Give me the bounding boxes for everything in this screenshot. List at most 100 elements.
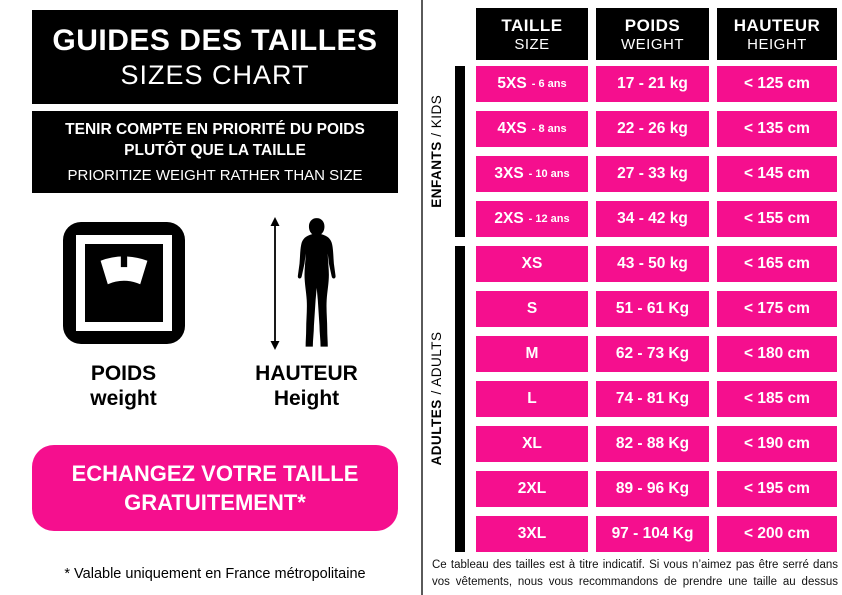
adults-label-en: / ADULTS: [429, 332, 444, 396]
notice-en: PRIORITIZE WEIGHT RATHER THAN SIZE: [67, 166, 363, 184]
weight-label-en: weight: [90, 387, 157, 410]
vertical-divider: [421, 0, 423, 595]
height-cell: < 135 cm: [717, 111, 837, 147]
section-bar-adults: [455, 246, 465, 552]
title-banner: GUIDES DES TAILLES SIZES CHART: [32, 10, 398, 104]
exchange-button-line2: GRATUITEMENT*: [124, 490, 306, 516]
section-label-adults: ADULTES / ADULTS: [424, 246, 449, 552]
weight-cell: 34 - 42 kg: [596, 201, 709, 237]
exchange-button-line1: ECHANGEZ VOTRE TAILLE: [71, 460, 359, 486]
table-disclaimer: Ce tableau des tailles est à titre indic…: [432, 559, 838, 588]
height-figure-column: HAUTEUR Height: [215, 216, 398, 412]
size-cell: 5XS - 6 ans: [476, 66, 588, 102]
left-panel: GUIDES DES TAILLES SIZES CHART TENIR COM…: [32, 10, 398, 582]
person-height-icon: [268, 216, 346, 350]
size-cell: L: [476, 381, 588, 417]
height-cell: < 195 cm: [717, 471, 837, 507]
footnote: * Valable uniquement en France métropoli…: [64, 566, 366, 583]
notice-fr-line1: TENIR COMPTE EN PRIORITÉ DU POIDS: [65, 121, 365, 139]
table-row: 3XL 97 - 104 Kg < 200 cm: [476, 516, 837, 552]
col-header-size: TAILLE SIZE: [476, 8, 588, 60]
height-arrow-icon: [270, 216, 279, 350]
scale-icon-face: [84, 244, 163, 322]
age-label: - 12 ans: [528, 213, 570, 225]
weight-cell: 89 - 96 Kg: [596, 471, 709, 507]
age-label: - 6 ans: [531, 78, 567, 90]
size-cell: 2XS - 12 ans: [476, 201, 588, 237]
table-row: 4XS - 8 ans 22 - 26 kg < 135 cm: [476, 111, 837, 147]
person-height-svg: [270, 216, 336, 350]
col-header-height: HAUTEUR HEIGHT: [717, 8, 837, 60]
kids-rows: 5XS - 6 ans 17 - 21 kg < 125 cm 4XS - 8 an…: [476, 66, 837, 237]
height-cell: < 155 cm: [717, 201, 837, 237]
col-header-weight-fr: POIDS: [624, 15, 681, 35]
scale-icon-frame: [62, 222, 185, 344]
table-row: 2XL 89 - 96 Kg < 195 cm: [476, 471, 837, 507]
height-cell: < 165 cm: [717, 246, 837, 282]
height-cell: < 190 cm: [717, 426, 837, 462]
col-header-height-fr: HAUTEUR: [733, 15, 821, 35]
height-label-fr: HAUTEUR: [255, 362, 358, 385]
height-cell: < 185 cm: [717, 381, 837, 417]
weight-cell: 51 - 61 Kg: [596, 291, 709, 327]
weight-cell: 82 - 88 Kg: [596, 426, 709, 462]
weight-cell: 43 - 50 kg: [596, 246, 709, 282]
figures-row: POIDS weight HAUTEUR Height: [32, 216, 398, 412]
page-title-en: SIZES CHART: [120, 59, 310, 90]
col-header-weight-en: WEIGHT: [621, 35, 684, 53]
height-cell: < 200 cm: [717, 516, 837, 552]
adults-rows: XS 43 - 50 kg < 165 cm S 51 - 61 Kg < 17…: [476, 246, 837, 552]
size-cell: 4XS - 8 ans: [476, 111, 588, 147]
height-cell: < 175 cm: [717, 291, 837, 327]
col-header-size-fr: TAILLE: [501, 15, 563, 35]
size-cell: S: [476, 291, 588, 327]
scale-icon-ring: [75, 235, 172, 331]
adults-label-fr: ADULTES: [429, 399, 444, 466]
table-row: M 62 - 73 Kg < 180 cm: [476, 336, 837, 372]
scale-icon: [62, 216, 185, 350]
notice-fr-line2: PLUTÔT QUE LA TAILLE: [124, 141, 306, 159]
col-header-weight: POIDS WEIGHT: [596, 8, 709, 60]
size-cell: 2XL: [476, 471, 588, 507]
table-row: L 74 - 81 Kg < 185 cm: [476, 381, 837, 417]
size-cell: XS: [476, 246, 588, 282]
table-row: XL 82 - 88 Kg < 190 cm: [476, 426, 837, 462]
size-label: 4XS: [497, 120, 527, 137]
weight-label-fr: POIDS: [90, 362, 157, 385]
age-label: - 8 ans: [531, 123, 567, 135]
weight-cell: 17 - 21 kg: [596, 66, 709, 102]
kids-section: ENFANTS / KIDS 5XS - 6 ans 17 - 21 kg < 1…: [424, 66, 840, 237]
age-label: - 10 ans: [528, 168, 570, 180]
size-cell: M: [476, 336, 588, 372]
weight-figure-column: POIDS weight: [32, 216, 215, 412]
adults-section: ADULTES / ADULTS XS 43 - 50 kg < 165 cm …: [424, 246, 840, 552]
col-header-size-en: SIZE: [514, 35, 550, 53]
man-silhouette-icon: [297, 217, 336, 347]
size-cell: XL: [476, 426, 588, 462]
scale-dial-icon: [100, 255, 147, 285]
size-cell: 3XS - 10 ans: [476, 156, 588, 192]
table-row: 5XS - 6 ans 17 - 21 kg < 125 cm: [476, 66, 837, 102]
weight-cell: 62 - 73 Kg: [596, 336, 709, 372]
kids-label-fr: ENFANTS: [429, 141, 444, 208]
section-bar-kids: [455, 66, 465, 237]
size-label: 5XS: [497, 75, 527, 92]
height-cell: < 145 cm: [717, 156, 837, 192]
table-header-row: TAILLE SIZE POIDS WEIGHT HAUTEUR HEIGHT: [476, 8, 840, 60]
height-label-en: Height: [273, 387, 340, 410]
weight-cell: 74 - 81 Kg: [596, 381, 709, 417]
table-row: 3XS - 10 ans 27 - 33 kg < 145 cm: [476, 156, 837, 192]
height-cell: < 180 cm: [717, 336, 837, 372]
size-table-panel: TAILLE SIZE POIDS WEIGHT HAUTEUR HEIGHT …: [424, 8, 840, 590]
height-cell: < 125 cm: [717, 66, 837, 102]
table-row: XS 43 - 50 kg < 165 cm: [476, 246, 837, 282]
kids-label-en: / KIDS: [429, 95, 444, 138]
exchange-size-button[interactable]: ECHANGEZ VOTRE TAILLE GRATUITEMENT*: [32, 445, 398, 532]
table-row: 2XS - 12 ans 34 - 42 kg < 155 cm: [476, 201, 837, 237]
weight-cell: 97 - 104 Kg: [596, 516, 709, 552]
table-row: S 51 - 61 Kg < 175 cm: [476, 291, 837, 327]
size-cell: 3XL: [476, 516, 588, 552]
col-header-height-en: HEIGHT: [747, 35, 807, 53]
notice-banner: TENIR COMPTE EN PRIORITÉ DU POIDS PLUTÔT…: [32, 111, 398, 193]
weight-cell: 22 - 26 kg: [596, 111, 709, 147]
